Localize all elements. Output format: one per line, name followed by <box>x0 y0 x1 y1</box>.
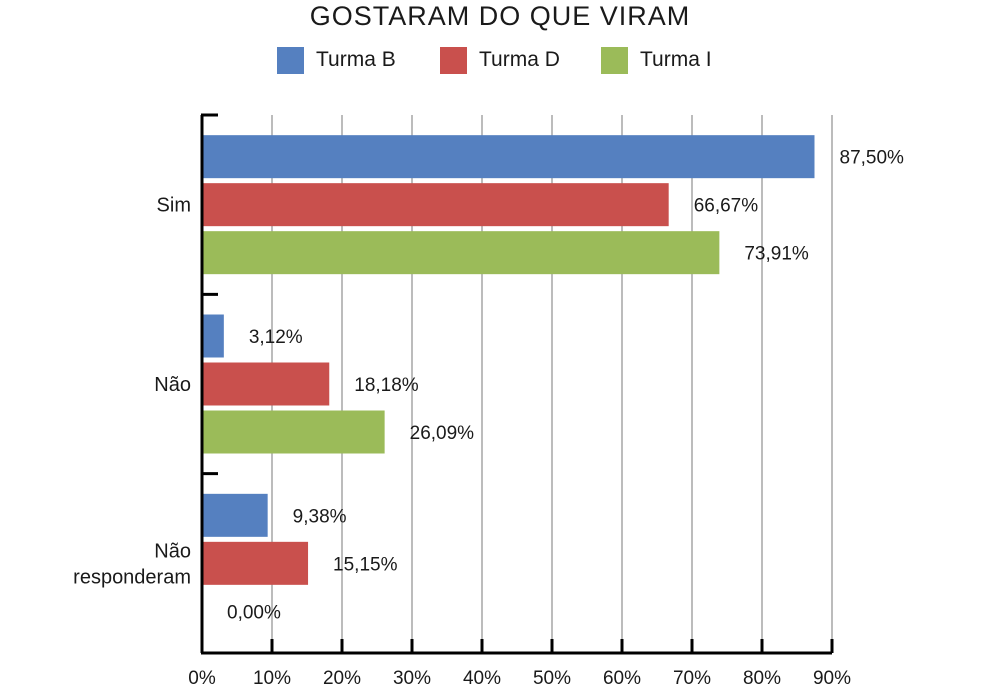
legend-swatch-turma-b <box>277 46 304 74</box>
legend-item-turma-b: Turma B <box>277 45 396 75</box>
data-label: 73,91% <box>744 244 809 265</box>
bar <box>202 493 268 537</box>
tick-label: 80% <box>743 668 781 689</box>
chart-title: GOSTARAM DO QUE VIRAM <box>309 1 691 31</box>
bar <box>202 541 309 585</box>
data-label: 66,67% <box>694 196 759 217</box>
legend-swatch-turma-d <box>440 46 467 74</box>
bar <box>202 183 669 227</box>
data-label: 9,38% <box>293 506 347 527</box>
tick-label: 0% <box>188 668 216 689</box>
bar <box>202 410 385 454</box>
legend-label-turma-d: Turma D <box>479 48 560 71</box>
legend-label-turma-i: Turma I <box>640 48 712 71</box>
tick-label: 90% <box>813 668 851 689</box>
tick-label: 40% <box>463 668 501 689</box>
bar <box>202 135 815 179</box>
data-label: 87,50% <box>840 148 905 169</box>
tick-label: 50% <box>533 668 571 689</box>
data-label: 18,18% <box>354 375 419 396</box>
tick-label: 10% <box>253 668 291 689</box>
category-label: Não <box>154 374 191 396</box>
bar <box>202 362 330 406</box>
legend: Turma B Turma D Turma I <box>0 45 1000 75</box>
data-label: 26,09% <box>410 423 475 444</box>
category-label: Não responderam <box>73 540 191 588</box>
legend-label-turma-b: Turma B <box>316 48 396 71</box>
legend-item-turma-i: Turma I <box>601 45 712 75</box>
data-label: 3,12% <box>249 327 303 348</box>
tick-label: 70% <box>673 668 711 689</box>
legend-item-turma-d: Turma D <box>440 45 560 75</box>
bar <box>202 314 224 358</box>
data-label: 15,15% <box>333 554 398 575</box>
tick-label: 30% <box>393 668 431 689</box>
bar <box>202 231 720 275</box>
data-label: 0,00% <box>227 602 281 623</box>
tick-label: 20% <box>323 668 361 689</box>
tick-label: 60% <box>603 668 641 689</box>
legend-swatch-turma-i <box>601 46 628 74</box>
category-label: Sim <box>157 195 191 217</box>
